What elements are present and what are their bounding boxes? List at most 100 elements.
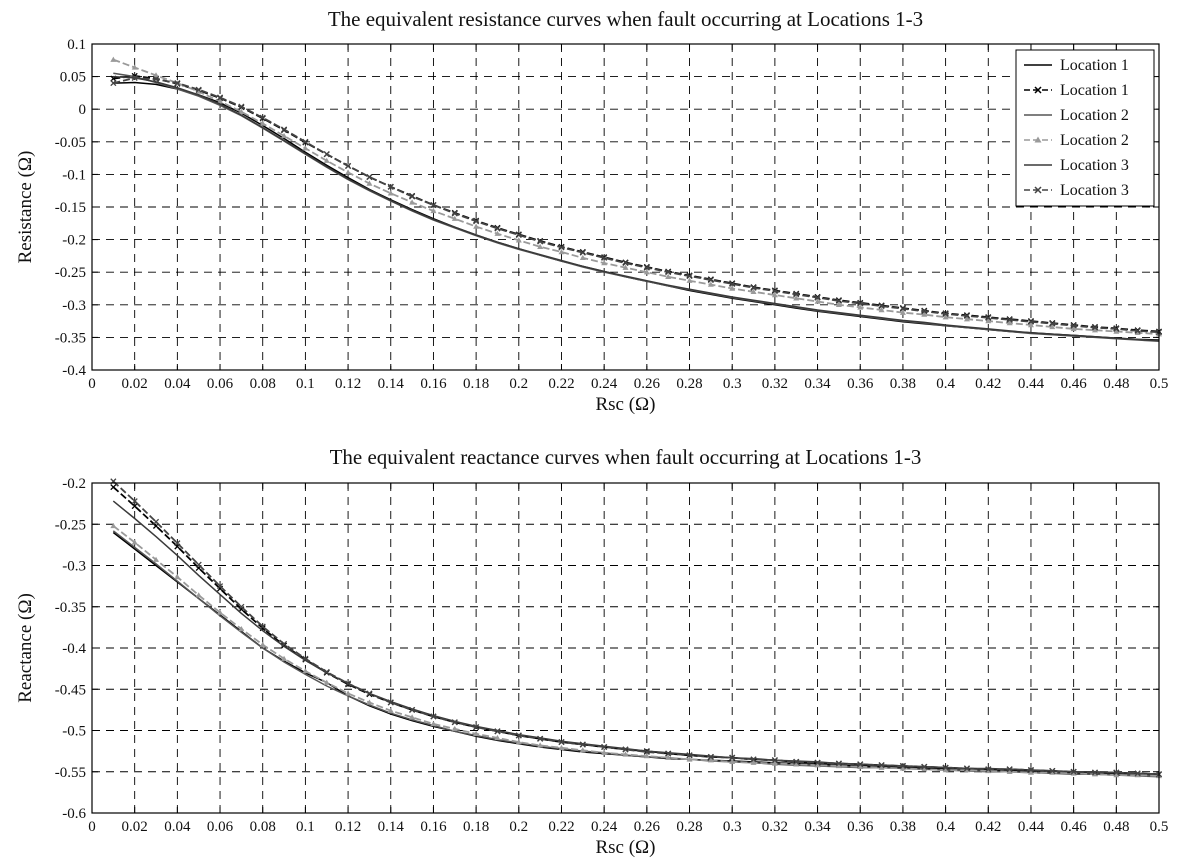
data-point (1091, 324, 1099, 331)
data-point (899, 762, 906, 770)
data-point (1049, 769, 1056, 775)
data-point (409, 706, 416, 713)
y-tick-label: -0.3 (62, 559, 86, 575)
data-point (579, 747, 586, 753)
data-point (963, 765, 970, 772)
data-point (323, 679, 330, 685)
data-point (921, 308, 928, 315)
data-point (131, 539, 138, 545)
chart-title: The equivalent reactance curves when fau… (330, 445, 922, 469)
x-tick-label: 0.48 (1103, 819, 1129, 835)
data-point (494, 734, 501, 741)
data-point (942, 767, 949, 773)
data-point (515, 231, 522, 239)
data-point (665, 750, 672, 757)
data-point (558, 738, 565, 746)
x-tick-label: 0.4 (936, 376, 955, 392)
data-point (1070, 770, 1077, 776)
x-tick-label: 0.36 (847, 819, 874, 835)
x-tick-label: 0.5 (1150, 819, 1169, 835)
x-tick-label: 0.04 (164, 376, 191, 392)
data-point (643, 269, 650, 275)
x-tick-label: 0.46 (1061, 376, 1088, 392)
data-point (131, 74, 138, 81)
data-point (857, 763, 864, 769)
data-point (195, 86, 202, 93)
data-point (942, 764, 949, 771)
data-point (1134, 329, 1141, 336)
data-point (323, 151, 330, 158)
data-point (1091, 769, 1099, 776)
y-tick-label: -0.55 (55, 765, 86, 781)
data-point (579, 249, 586, 256)
data-point (686, 752, 693, 759)
x-tick-label: 0.26 (634, 819, 661, 835)
data-point (409, 199, 416, 205)
data-point (1027, 769, 1034, 775)
x-tick-label: 0.1 (296, 819, 315, 835)
data-point (899, 765, 906, 771)
data-point (665, 273, 672, 279)
y-tick-label: -0.5 (62, 724, 86, 740)
data-point (601, 254, 608, 261)
data-point (409, 193, 416, 200)
data-point (963, 316, 970, 322)
data-point (793, 295, 800, 301)
data-point (963, 312, 970, 319)
data-point (857, 761, 864, 768)
data-point (835, 297, 842, 304)
x-tick-label: 0.26 (634, 376, 661, 392)
data-point (1113, 769, 1120, 776)
data-point (366, 180, 373, 186)
y-tick-label: -0.25 (55, 517, 86, 533)
legend-marker (1034, 86, 1042, 94)
x-tick-label: 0.12 (335, 376, 361, 392)
data-point (622, 264, 629, 270)
data-point (366, 173, 373, 181)
data-point (217, 98, 224, 104)
x-tick-label: 0.32 (762, 819, 788, 835)
y-tick-label: -0.6 (62, 806, 86, 822)
x-tick-label: 0.2 (509, 819, 528, 835)
data-point (302, 138, 309, 145)
data-point (515, 739, 522, 745)
data-point (750, 284, 757, 291)
data-point (323, 668, 330, 675)
y-tick-label: -0.1 (62, 167, 86, 183)
x-tick-label: 0.08 (250, 376, 276, 392)
x-tick-label: 0.44 (1018, 819, 1045, 835)
x-tick-label: 0.36 (847, 376, 874, 392)
data-point (323, 157, 330, 163)
data-point (110, 522, 117, 529)
x-tick-label: 0.14 (378, 376, 405, 392)
x-tick-label: 0.1 (296, 376, 315, 392)
data-point (409, 714, 416, 720)
data-point (494, 230, 501, 236)
data-point (281, 655, 288, 661)
x-tick-label: 0.34 (804, 376, 831, 392)
data-point (707, 757, 714, 763)
x-tick-label: 0.02 (122, 819, 148, 835)
data-point (387, 707, 394, 713)
x-tick-label: 0.16 (420, 376, 447, 392)
data-point (643, 753, 650, 759)
data-point (686, 273, 693, 280)
x-tick-label: 0.32 (762, 376, 788, 392)
x-tick-label: 0.38 (890, 819, 916, 835)
x-tick-label: 0.48 (1103, 376, 1129, 392)
data-point (686, 277, 693, 283)
data-point (302, 668, 309, 674)
x-tick-label: 0.16 (420, 819, 447, 835)
data-point (195, 561, 202, 568)
data-point (921, 311, 928, 317)
data-point (878, 764, 885, 770)
legend-label: Location 3 (1060, 182, 1129, 199)
data-point (302, 655, 309, 662)
y-tick-label: -0.2 (62, 476, 86, 492)
x-tick-label: 0.2 (509, 376, 528, 392)
y-tick-label: -0.4 (62, 641, 86, 657)
data-point (729, 754, 736, 761)
x-tick-label: 0.28 (676, 376, 702, 392)
data-point (601, 260, 608, 266)
